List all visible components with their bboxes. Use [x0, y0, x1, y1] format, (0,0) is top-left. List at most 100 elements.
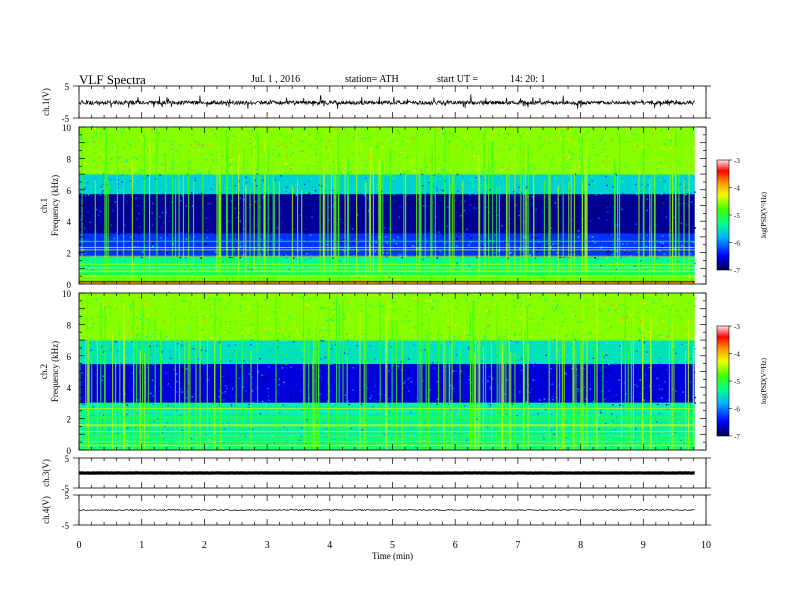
sferic-streak: [219, 147, 221, 284]
psd-cell: [571, 219, 574, 221]
psd-cell: [380, 408, 383, 411]
psd-cell: [186, 262, 189, 264]
psd-cell: [312, 224, 315, 226]
psd-band: [79, 296, 695, 302]
psd-cell: [528, 304, 531, 306]
psd-cell: [670, 212, 673, 215]
psd-cell: [322, 336, 324, 339]
psd-cell: [191, 169, 193, 172]
psd-cell: [470, 198, 473, 201]
psd-cell: [388, 209, 391, 212]
psd-cell: [444, 130, 447, 133]
psd-cell: [246, 237, 248, 240]
psd-cell: [398, 154, 400, 156]
psd-cell: [213, 165, 215, 168]
psd-cell: [451, 145, 454, 147]
psd-cell: [161, 431, 164, 434]
psd-cell: [509, 125, 512, 128]
psd-cell: [193, 265, 196, 268]
psd-cell: [265, 215, 267, 218]
psd-cell: [354, 238, 357, 240]
psd-cell: [652, 183, 655, 186]
psd-cell: [139, 215, 141, 218]
psd-cell: [255, 379, 258, 381]
psd-cell: [202, 163, 204, 165]
psd-cell: [110, 306, 112, 309]
psd-cell: [95, 166, 97, 169]
psd-cell: [108, 237, 110, 239]
psd-cell: [266, 308, 268, 310]
psd-cell: [245, 318, 247, 320]
psd-cell: [611, 174, 613, 177]
psd-cell: [86, 268, 89, 270]
psd-cell: [237, 135, 240, 137]
psd-cell: [422, 323, 425, 325]
psd-cell: [431, 201, 434, 204]
psd-cell: [397, 445, 399, 447]
psd-cell: [154, 178, 157, 180]
psd-cell: [319, 153, 321, 156]
psd-cell: [332, 205, 335, 207]
psd-cell: [374, 250, 377, 253]
psd-cell: [395, 242, 398, 245]
psd-cell: [439, 342, 442, 345]
psd-cell: [667, 225, 669, 228]
psd-cell: [456, 262, 458, 264]
psd-cell: [384, 236, 387, 238]
psd-cell: [664, 186, 667, 189]
psd-cell: [595, 372, 597, 375]
psd-cell: [545, 302, 547, 304]
psd-cell: [126, 200, 129, 203]
psd-cell: [261, 374, 264, 376]
psd-cell: [285, 186, 288, 189]
psd-cell: [436, 136, 439, 139]
psd-cell: [604, 202, 607, 204]
psd-cell: [658, 136, 661, 138]
psd-cell: [308, 215, 311, 218]
psd-cell: [170, 197, 173, 200]
psd-band: [79, 181, 695, 187]
psd-cell: [550, 429, 552, 432]
sferic-streak: [372, 168, 375, 284]
psd-cell: [278, 378, 280, 381]
psd-cell: [394, 441, 396, 444]
psd-cell: [339, 239, 341, 242]
psd-cell: [538, 245, 540, 248]
psd-cell: [603, 148, 606, 150]
psd-cell: [636, 385, 639, 388]
psd-cell: [126, 442, 128, 445]
psd-cell: [463, 231, 466, 234]
psd-cell: [187, 332, 189, 334]
psd-cell: [229, 248, 232, 250]
psd-cell: [234, 395, 236, 397]
psd-cell: [363, 193, 365, 196]
psd-cell: [322, 372, 325, 374]
psd-cell: [654, 350, 657, 352]
psd-cell: [353, 336, 355, 338]
psd-cell: [440, 258, 443, 260]
psd-cell: [268, 205, 271, 207]
psd-cell: [242, 297, 244, 299]
psd-cell: [185, 238, 188, 240]
psd-cell: [286, 440, 289, 442]
psd-cell: [609, 140, 612, 143]
psd-cell: [495, 341, 497, 343]
psd-cell: [238, 399, 240, 402]
psd-cell: [348, 340, 351, 342]
psd-cell: [619, 318, 622, 321]
psd-cell: [675, 390, 677, 393]
psd-cell: [456, 223, 459, 226]
psd-cell: [391, 209, 394, 212]
psd-cell: [438, 157, 440, 159]
psd-cell: [605, 397, 608, 400]
psd-cell: [552, 432, 554, 434]
psd-cell: [639, 392, 642, 395]
psd-cell: [444, 300, 446, 303]
psd-cell: [460, 370, 462, 373]
psd-cell: [210, 202, 212, 205]
psd-cell: [125, 128, 128, 131]
psd-cell: [103, 252, 106, 255]
psd-cell: [662, 235, 664, 237]
psd-cell: [530, 151, 533, 154]
sferic-streak: [94, 179, 96, 284]
